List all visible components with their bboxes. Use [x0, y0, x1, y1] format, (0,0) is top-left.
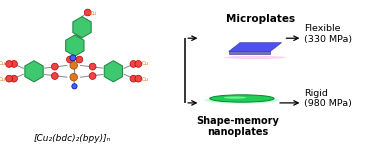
Text: Cu: Cu [0, 61, 6, 66]
Ellipse shape [76, 56, 83, 63]
Ellipse shape [6, 75, 12, 82]
Ellipse shape [210, 95, 274, 102]
Ellipse shape [224, 96, 246, 99]
Ellipse shape [6, 61, 12, 67]
Text: [Cu₂(bdc)₂(bpy)]ₙ: [Cu₂(bdc)₂(bpy)]ₙ [33, 134, 110, 143]
Ellipse shape [84, 9, 91, 16]
Text: Shape-memory
nanoplates: Shape-memory nanoplates [197, 116, 280, 137]
Ellipse shape [135, 75, 142, 82]
Text: Flexible
(330 MPa): Flexible (330 MPa) [304, 24, 352, 44]
Ellipse shape [11, 75, 17, 82]
Text: Cu: Cu [141, 77, 148, 82]
Ellipse shape [89, 73, 96, 79]
Ellipse shape [135, 61, 142, 67]
Polygon shape [229, 51, 270, 54]
Ellipse shape [130, 75, 137, 82]
Ellipse shape [70, 73, 77, 81]
Ellipse shape [51, 63, 58, 70]
Ellipse shape [72, 84, 77, 89]
Ellipse shape [51, 73, 58, 79]
Polygon shape [66, 35, 84, 56]
Text: Microplates: Microplates [226, 14, 295, 24]
Ellipse shape [224, 56, 287, 59]
Ellipse shape [70, 62, 77, 69]
Text: Rigid
(980 MPa): Rigid (980 MPa) [304, 89, 352, 108]
Text: Cu: Cu [0, 77, 6, 82]
Ellipse shape [130, 61, 137, 67]
Polygon shape [73, 17, 91, 38]
Ellipse shape [70, 55, 76, 61]
Text: Cu: Cu [90, 11, 97, 16]
Ellipse shape [205, 97, 279, 103]
Polygon shape [25, 61, 43, 82]
Ellipse shape [67, 56, 73, 63]
Ellipse shape [89, 63, 96, 70]
Text: Cu: Cu [141, 61, 148, 66]
Polygon shape [104, 61, 122, 82]
Ellipse shape [11, 61, 17, 67]
Polygon shape [229, 43, 282, 51]
